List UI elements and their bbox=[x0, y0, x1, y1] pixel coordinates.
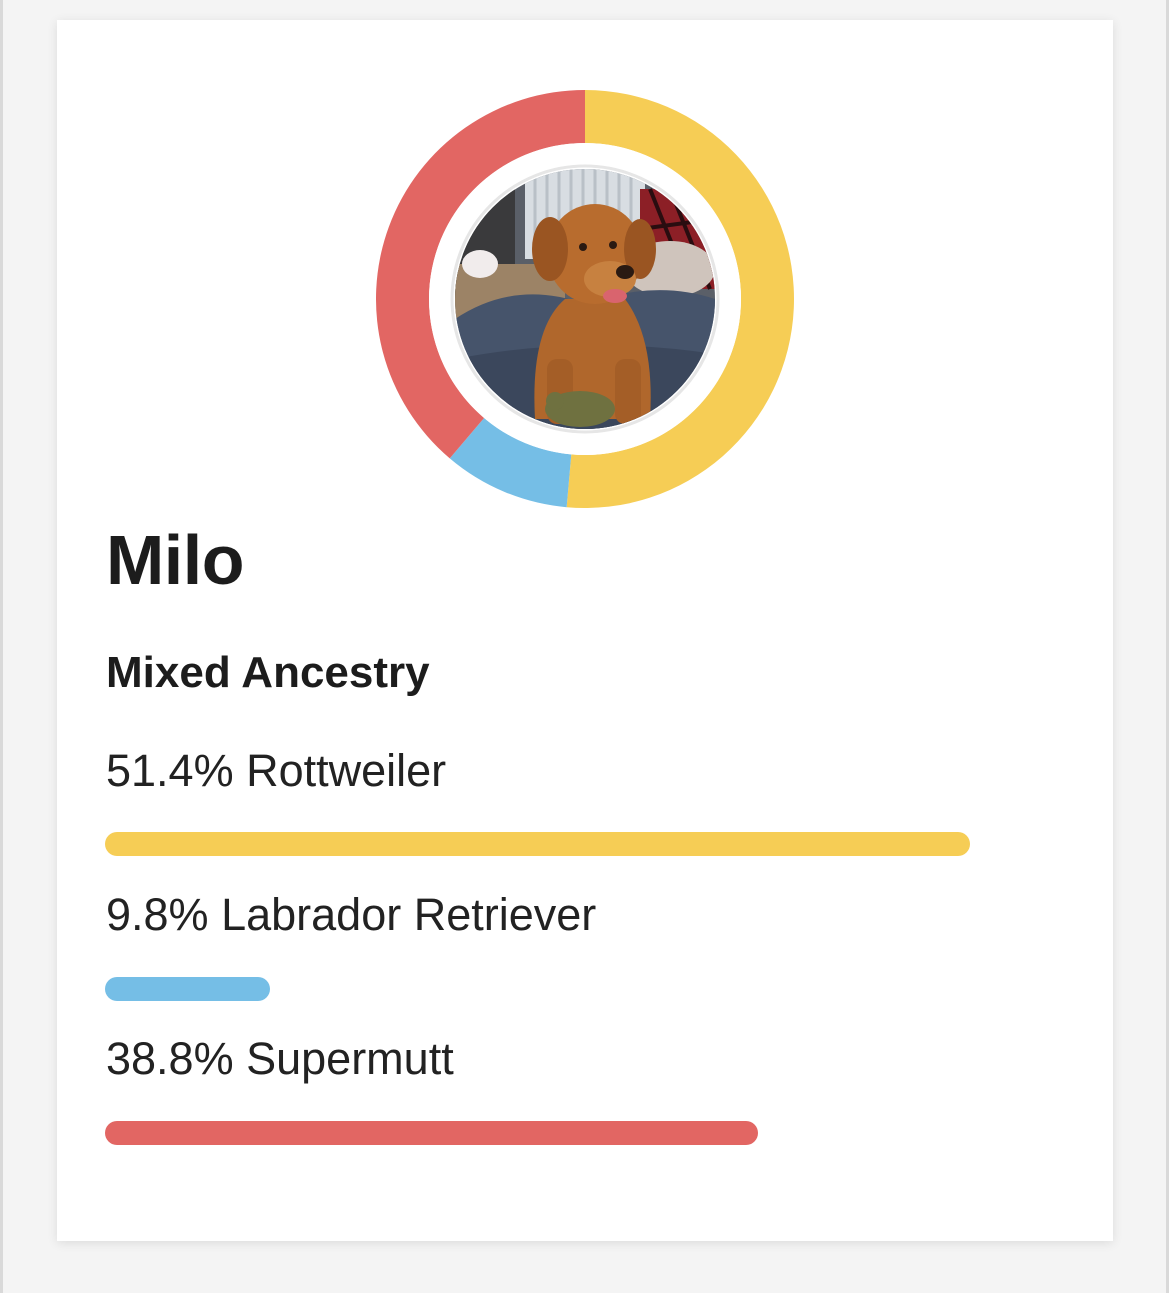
ancestry-title: Mixed Ancestry bbox=[106, 648, 430, 697]
dog-photo bbox=[455, 169, 715, 429]
ancestry-card: Milo Mixed Ancestry 51.4% Rottweiler 9.8… bbox=[57, 20, 1113, 1241]
breed-bar-rottweiler bbox=[105, 832, 970, 856]
left-edge-divider bbox=[0, 0, 3, 1293]
photo-outline bbox=[450, 164, 720, 434]
breed-label-labrador-retriever: 9.8% Labrador Retriever bbox=[106, 889, 597, 940]
breed-bar-supermutt bbox=[105, 1121, 970, 1145]
dog-name: Milo bbox=[106, 521, 244, 599]
breed-bar-labrador-retriever bbox=[105, 977, 970, 1001]
ancestry-donut-chart bbox=[376, 90, 794, 508]
dog-photo-illustration bbox=[455, 169, 715, 429]
breed-bar-fill bbox=[105, 832, 970, 856]
breed-bar-fill bbox=[105, 1121, 758, 1145]
right-edge-divider bbox=[1166, 0, 1169, 1293]
donut-slice-rottweiler bbox=[566, 90, 794, 508]
breed-label-rottweiler: 51.4% Rottweiler bbox=[106, 745, 447, 796]
donut-slice-labrador-retriever bbox=[449, 417, 572, 508]
breed-label-supermutt: 38.8% Supermutt bbox=[106, 1033, 454, 1084]
donut-slice-supermutt bbox=[376, 90, 585, 459]
breed-bar-fill bbox=[105, 977, 270, 1001]
